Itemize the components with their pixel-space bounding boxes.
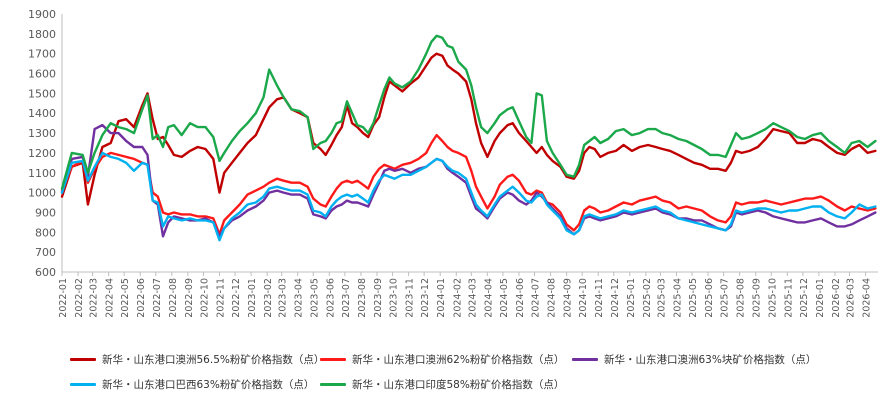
y-tick-label: 1100 [28, 167, 56, 180]
x-tick-label: 2025-01 [626, 278, 637, 318]
x-tick-label: 2023-11 [405, 278, 416, 318]
y-tick-label: 1400 [28, 107, 56, 120]
x-tick-label: 2023-01 [247, 278, 258, 318]
x-tick-label: 2023-05 [309, 278, 320, 318]
x-tick-label: 2023-07 [341, 278, 352, 318]
series-line-4 [60, 34, 877, 190]
x-tick-label: 2025-11 [783, 278, 794, 318]
x-tick-label: 2022-03 [89, 278, 100, 318]
x-tick-label: 2024-03 [467, 278, 478, 318]
x-tick-label: 2026-02 [831, 278, 842, 318]
x-tick-label: 2022-11 [216, 278, 227, 318]
y-tick-label: 800 [35, 226, 56, 239]
x-tick-label: 2022-04 [105, 278, 116, 318]
x-tick-label: 2022-06 [136, 278, 147, 318]
x-tick-label: 2026-01 [815, 278, 826, 318]
x-tick-label: 2022-07 [152, 278, 163, 318]
x-tick-label: 2024-11 [594, 278, 605, 318]
y-tick-label: 1000 [28, 187, 56, 200]
x-tick-label: 2025-09 [752, 278, 763, 318]
y-tick-label: 1900 [28, 8, 56, 21]
x-tick-label: 2025-04 [672, 278, 683, 318]
x-tick-label: 2022-08 [168, 278, 179, 318]
x-tick-label: 2025-02 [642, 278, 653, 318]
x-tick-label: 2026-04 [862, 278, 873, 318]
x-tick-label: 2024-01 [436, 278, 447, 318]
x-tick-label: 2024-10 [578, 278, 589, 318]
x-tick-label: 2022-09 [184, 278, 195, 318]
series-line-0 [60, 52, 877, 206]
x-tick-label: 2025-08 [736, 278, 747, 318]
x-tick-label: 2024-05 [499, 278, 510, 318]
x-tick-label: 2025-10 [767, 278, 778, 318]
x-tick-label: 2023-03 [278, 278, 289, 318]
x-tick-label: 2023-04 [294, 278, 305, 318]
y-tick-label: 1600 [28, 68, 56, 81]
x-tick-label: 2025-07 [720, 278, 731, 318]
x-tick-label: 2024-09 [563, 278, 574, 318]
x-tick-label: 2023-06 [325, 278, 336, 318]
y-tick-label: 1700 [28, 48, 56, 61]
y-tick-label: 1800 [28, 28, 56, 41]
x-tick-label: 2024-04 [483, 278, 494, 318]
y-tick-label: 600 [35, 266, 56, 279]
x-tick-label: 2024-08 [547, 278, 558, 318]
x-tick-label: 2025-03 [656, 278, 667, 318]
x-tick-label: 2025-05 [688, 278, 699, 318]
series-line-1 [60, 133, 877, 236]
x-tick-label: 2024-06 [515, 278, 526, 318]
x-tick-label: 2024-07 [531, 278, 542, 318]
x-tick-label: 2022-12 [231, 278, 242, 318]
y-tick-label: 1500 [28, 87, 56, 100]
y-tick-label: 700 [35, 246, 56, 259]
x-tick-label: 2024-02 [452, 278, 463, 318]
x-tick-label: 2023-10 [389, 278, 400, 318]
y-tick-label: 900 [35, 206, 56, 219]
x-tick-label: 2025-06 [704, 278, 715, 318]
x-tick-label: 2025-12 [799, 278, 810, 318]
y-tick-label: 1200 [28, 147, 56, 160]
x-tick-label: 2026-03 [846, 278, 857, 318]
x-tick-label: 2023-12 [420, 278, 431, 318]
y-tick-label: 1300 [28, 127, 56, 140]
x-tick-label: 2024-12 [610, 278, 621, 318]
x-tick-label: 2023-09 [373, 278, 384, 318]
x-tick-label: 2022-05 [120, 278, 131, 318]
series-line-3 [60, 151, 877, 242]
x-tick-label: 2022-01 [58, 278, 69, 318]
x-tick-label: 2022-10 [199, 278, 210, 318]
x-tick-label: 2023-08 [357, 278, 368, 318]
x-tick-label: 2022-02 [74, 278, 85, 318]
x-tick-label: 2023-02 [263, 278, 274, 318]
